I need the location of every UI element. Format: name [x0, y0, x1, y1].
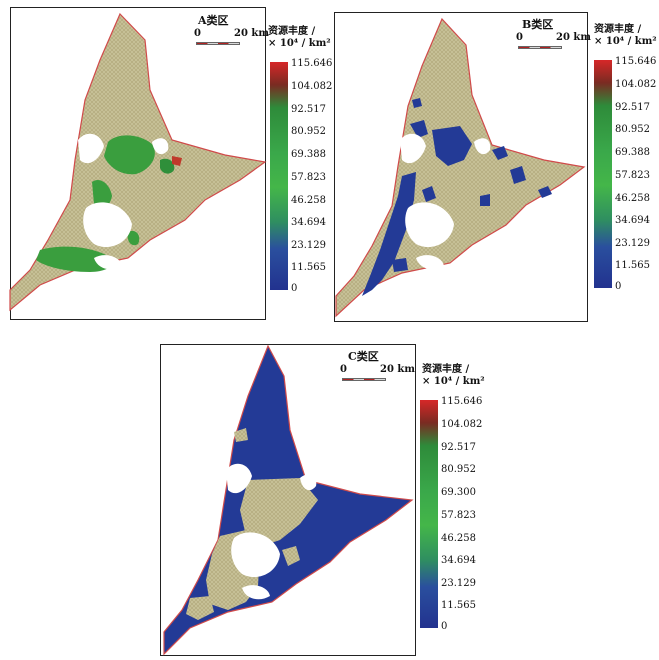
- legend-tick: 69.388: [615, 147, 650, 158]
- legend-tick: 115.646: [291, 58, 333, 69]
- low-abundance-patches: [362, 98, 552, 296]
- legend-tick: 11.565: [615, 260, 650, 271]
- abundance-map-zone-a: [9, 12, 267, 312]
- legend-tick: 115.646: [441, 396, 483, 407]
- legend-tick: 80.952: [615, 124, 650, 135]
- color-scale-bar: [594, 60, 612, 288]
- water-holes: [78, 133, 169, 270]
- scale-bar: 0 20 km: [194, 28, 274, 50]
- legend-tick: 92.517: [615, 102, 650, 113]
- color-scale-bar: [420, 400, 438, 628]
- legend-tick: 69.300: [441, 487, 476, 498]
- legend-title: 资源丰度 / × 10⁴ / km²: [422, 364, 485, 387]
- legend-tick: 0: [291, 283, 298, 294]
- legend-tick: 34.694: [441, 555, 476, 566]
- legend-tick: 57.823: [291, 172, 326, 183]
- legend-tick: 23.129: [615, 238, 650, 249]
- legend-tick: 57.823: [615, 170, 650, 181]
- legend-tick: 11.565: [291, 262, 326, 273]
- high-abundance-patches: [36, 135, 182, 272]
- legend-tick: 104.082: [615, 79, 657, 90]
- water-holes: [400, 133, 491, 270]
- water-holes: [226, 463, 317, 600]
- legend-tick: 104.082: [291, 81, 333, 92]
- legend-tick: 46.258: [291, 195, 326, 206]
- zone-title: C类区: [348, 350, 379, 363]
- legend-tick: 11.565: [441, 600, 476, 611]
- legend-title: 资源丰度 / × 10⁴ / km²: [594, 24, 657, 47]
- panel-zone-a: A类区 0 20 km 资源丰度 / × 10⁴ / km² 115.646 1…: [0, 0, 333, 330]
- legend-title: 资源丰度 / × 10⁴ / km²: [268, 26, 331, 49]
- legend-tick: 80.952: [441, 464, 476, 475]
- legend-tick: 34.694: [291, 217, 326, 228]
- scale-bar: 0 20 km: [340, 364, 420, 386]
- legend-tick: 0: [441, 621, 448, 632]
- legend-tick: 46.258: [441, 533, 476, 544]
- legend-tick: 92.517: [441, 442, 476, 453]
- legend-tick: 69.388: [291, 149, 326, 160]
- legend-tick: 34.694: [615, 215, 650, 226]
- legend-tick: 23.129: [441, 578, 476, 589]
- zone-title: A类区: [198, 14, 229, 27]
- scale-bar: 0 20 km: [516, 32, 596, 54]
- legend-tick: 57.823: [441, 510, 476, 521]
- panel-zone-b: B类区 0 20 km 资源丰度 / × 10⁴ / km² 115.646 1…: [332, 0, 659, 330]
- legend-tick: 46.258: [615, 193, 650, 204]
- legend-tick: 115.646: [615, 56, 657, 67]
- zone-title: B类区: [522, 18, 554, 31]
- legend-tick: 23.129: [291, 240, 326, 251]
- legend-tick: 104.082: [441, 419, 483, 430]
- color-scale-bar: [270, 62, 288, 290]
- abundance-map-zone-c: [163, 344, 414, 656]
- legend-tick: 92.517: [291, 104, 326, 115]
- legend-tick: 80.952: [291, 126, 326, 137]
- abundance-map-zone-b: [335, 17, 586, 318]
- legend-tick: 0: [615, 281, 622, 292]
- panel-zone-c: C类区 0 20 km 资源丰度 / × 10⁴ / km² 115.646 1…: [150, 340, 490, 660]
